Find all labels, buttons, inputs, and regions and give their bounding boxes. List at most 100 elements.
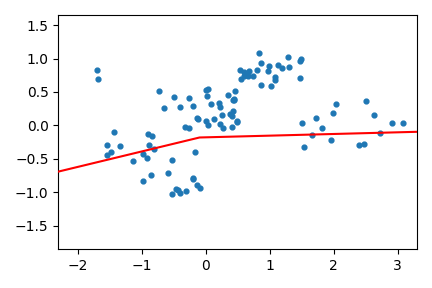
Point bbox=[400, 120, 407, 125]
Point bbox=[148, 173, 155, 178]
Point bbox=[231, 98, 238, 103]
Point bbox=[168, 192, 175, 197]
Point bbox=[217, 122, 224, 127]
Point bbox=[224, 93, 231, 97]
Point bbox=[300, 145, 307, 149]
Point bbox=[111, 130, 118, 134]
Point bbox=[238, 77, 245, 82]
Point bbox=[253, 67, 260, 72]
Point bbox=[168, 158, 175, 162]
Point bbox=[176, 105, 183, 109]
Point bbox=[215, 101, 222, 106]
Point bbox=[297, 57, 304, 61]
Point bbox=[203, 119, 210, 124]
Point bbox=[286, 64, 293, 69]
Point bbox=[140, 151, 146, 156]
Point bbox=[318, 126, 325, 131]
Point bbox=[165, 171, 172, 176]
Point bbox=[156, 89, 162, 94]
Point bbox=[194, 115, 201, 120]
Point bbox=[278, 66, 285, 71]
Point bbox=[376, 131, 383, 136]
Point bbox=[170, 95, 177, 100]
Point bbox=[140, 178, 147, 183]
Point bbox=[388, 121, 395, 126]
Point bbox=[219, 126, 226, 130]
Point bbox=[355, 143, 362, 148]
Point bbox=[308, 132, 315, 137]
Point bbox=[255, 51, 262, 56]
Point bbox=[230, 109, 237, 113]
Point bbox=[285, 55, 292, 59]
Point bbox=[189, 177, 196, 182]
Point bbox=[143, 156, 150, 161]
Point bbox=[103, 153, 110, 158]
Point bbox=[190, 175, 197, 180]
Point bbox=[196, 186, 203, 191]
Point bbox=[234, 118, 241, 123]
Point bbox=[160, 106, 167, 111]
Point bbox=[194, 183, 200, 187]
Point bbox=[203, 88, 210, 93]
Point bbox=[327, 137, 334, 142]
Point bbox=[246, 69, 253, 73]
Point bbox=[257, 60, 264, 65]
Point bbox=[144, 132, 151, 137]
Point bbox=[205, 122, 212, 127]
Point bbox=[333, 102, 340, 106]
Point bbox=[217, 105, 224, 109]
Point bbox=[207, 101, 214, 106]
Point bbox=[203, 94, 210, 98]
Point bbox=[229, 114, 236, 118]
Point bbox=[182, 189, 189, 194]
Point bbox=[204, 87, 211, 92]
Point bbox=[362, 99, 369, 103]
Point bbox=[219, 113, 226, 118]
Point bbox=[296, 76, 303, 81]
Point bbox=[234, 120, 241, 125]
Point bbox=[231, 97, 238, 102]
Point bbox=[241, 74, 248, 79]
Point bbox=[190, 104, 197, 109]
Point bbox=[94, 68, 101, 73]
Point bbox=[361, 141, 368, 146]
Point bbox=[330, 111, 337, 115]
Point bbox=[313, 116, 320, 120]
Point bbox=[296, 59, 303, 63]
Point bbox=[181, 125, 188, 130]
Point bbox=[250, 73, 257, 78]
Point bbox=[195, 117, 202, 121]
Point bbox=[177, 191, 184, 195]
Point bbox=[185, 96, 192, 101]
Point bbox=[229, 124, 236, 129]
Point bbox=[191, 149, 198, 154]
Point bbox=[371, 113, 378, 118]
Point bbox=[108, 150, 114, 155]
Point bbox=[175, 188, 181, 193]
Point bbox=[257, 82, 264, 87]
Point bbox=[265, 64, 272, 68]
Point bbox=[104, 143, 111, 147]
Point bbox=[243, 73, 250, 77]
Point bbox=[275, 62, 282, 67]
Point bbox=[240, 70, 247, 75]
Point bbox=[265, 69, 272, 73]
Point bbox=[185, 125, 192, 130]
Point bbox=[232, 89, 239, 94]
Point bbox=[146, 143, 152, 147]
Point bbox=[149, 133, 156, 138]
Point bbox=[116, 144, 123, 149]
Point bbox=[130, 159, 137, 164]
Point bbox=[95, 77, 102, 81]
Point bbox=[244, 74, 251, 79]
Point bbox=[150, 146, 157, 151]
Point bbox=[268, 84, 275, 89]
Point bbox=[229, 97, 236, 102]
Point bbox=[236, 68, 243, 73]
Point bbox=[272, 77, 279, 82]
Point bbox=[272, 74, 279, 79]
Point bbox=[210, 116, 217, 121]
Point bbox=[173, 186, 180, 191]
Point bbox=[226, 112, 233, 116]
Point bbox=[299, 121, 306, 125]
